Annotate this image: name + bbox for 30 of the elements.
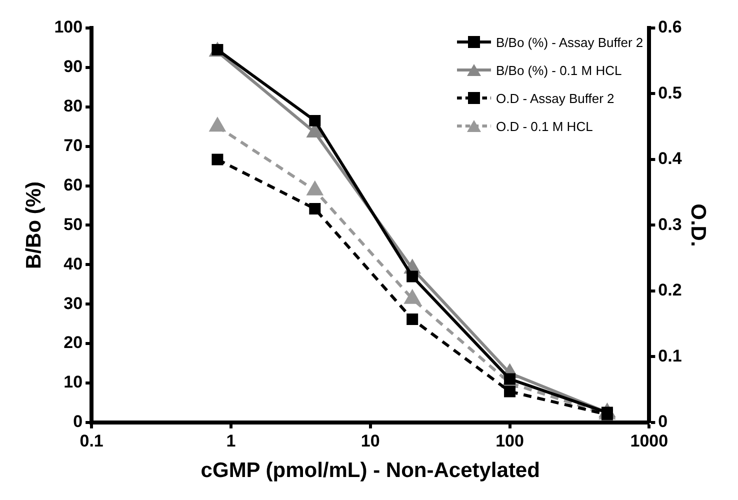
y-tick-label: 90 (64, 57, 83, 76)
x-tick-label: 1 (226, 431, 236, 450)
y-tick-label: 20 (64, 333, 83, 352)
y2-tick-label: 0.4 (658, 149, 682, 168)
x-axis-title: cGMP (pmol/mL) - Non-Acetylated (200, 459, 540, 482)
y-tick-label: 40 (64, 254, 83, 274)
legend-label: O.D - Assay Buffer 2 (496, 90, 614, 106)
y-tick-label: 50 (64, 214, 83, 234)
y2-tick-label: 0 (658, 412, 668, 432)
y-tick-label: 70 (64, 136, 83, 156)
y2-tick-label: 0.5 (658, 83, 682, 102)
x-tick-label: 100 (496, 431, 524, 450)
x-tick-label: 10 (360, 431, 380, 450)
x-tick-label: 0.1 (80, 431, 104, 450)
y-axis-title: B/Bo (%) (22, 181, 46, 269)
y2-tick-label: 0.6 (658, 18, 682, 37)
legend-label: B/Bo (%) - Assay Buffer 2 (496, 34, 644, 50)
y2-tick-label: 0.3 (658, 214, 682, 234)
y-tick-label: 30 (64, 294, 83, 313)
legend-label: B/Bo (%) - 0.1 M HCL (496, 62, 622, 78)
y-tick-label: 60 (64, 175, 83, 194)
y-tick-label: 10 (64, 372, 83, 392)
y-tick-label: 80 (64, 96, 83, 116)
y-tick-label: 0 (73, 412, 83, 432)
legend-label: O.D - 0.1 M HCL (496, 118, 593, 134)
y2-axis-title: O.D. (686, 204, 710, 247)
y2-tick-label: 0.1 (658, 346, 682, 366)
x-tick-label: 1000 (630, 431, 668, 450)
y2-tick-label: 0.2 (658, 280, 682, 300)
y-tick-label: 100 (54, 18, 83, 37)
